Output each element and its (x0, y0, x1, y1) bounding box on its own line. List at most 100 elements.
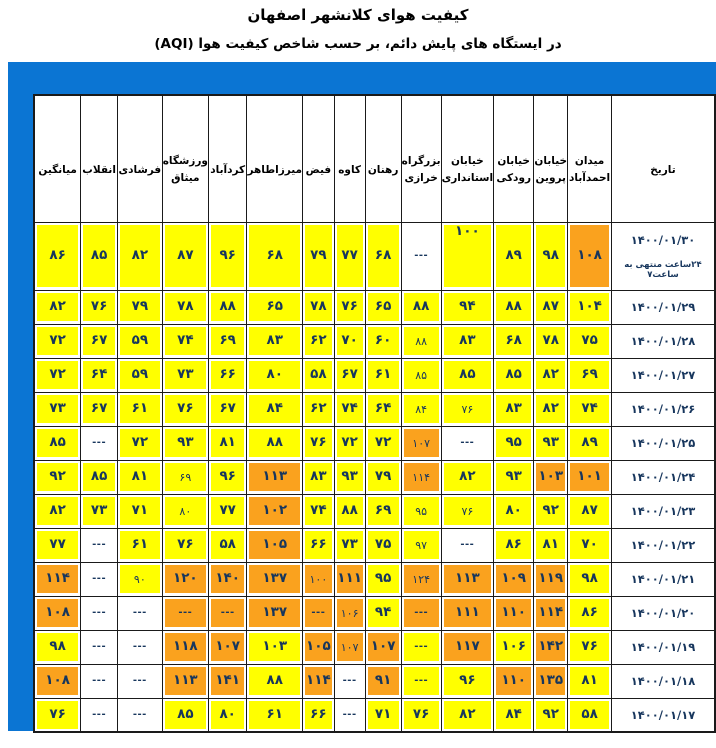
station-column-header: خیابان پروین (533, 94, 569, 223)
aqi-value: ۱۰۸ (45, 604, 71, 621)
date-value: ۱۴۰۰/۰۱/۲۸ (630, 334, 696, 348)
station-column-header: میرزاطاهر (246, 94, 304, 223)
date-cell: ۱۴۰۰/۰۱/۲۳ (610, 493, 716, 529)
date-value: ۱۴۰۰/۰۱/۲۳ (630, 504, 696, 518)
station-column-header: فیض (302, 94, 335, 223)
aqi-cell: ۱۱۱ (440, 595, 495, 631)
no-data-value: --- (342, 675, 357, 686)
aqi-cell: ۱۳۷ (246, 561, 304, 597)
aqi-cell: --- (440, 425, 495, 461)
aqi-value: ۸۵ (415, 368, 428, 382)
aqi-value: ۸۶ (505, 536, 522, 553)
date-value: ۱۴۰۰/۰۱/۲۰ (630, 606, 696, 620)
aqi-cell: ۸۲ (533, 391, 569, 427)
date-cell: ۱۴۰۰/۰۱/۲۷ (610, 357, 716, 393)
aqi-value: ۸۳ (310, 468, 327, 485)
aqi-cell: ۸۸ (246, 663, 304, 699)
aqi-cell: ۹۳ (493, 459, 535, 495)
aqi-cell: ۸۲ (440, 697, 495, 733)
aqi-value: ۱۰۹ (501, 570, 527, 587)
no-data-value: --- (132, 708, 147, 720)
aqi-value: ۸۷ (581, 502, 598, 519)
date-cell: ۱۴۰۰/۰۱/۳۰ ۲۴ساعت منتهی به ساعت۷ (610, 221, 716, 291)
aqi-cell: --- (80, 425, 118, 461)
aqi-cell: --- (161, 595, 209, 631)
aqi-value: ۶۶ (310, 706, 327, 722)
date-value: ۱۴۰۰/۰۱/۱۸ (630, 674, 696, 688)
aqi-value: ۹۲ (542, 502, 559, 519)
table-row: ۸۲ ۷۳ ۷۱ ۸۰ ۷۷ ۱۰۲ ۷۴ ۸۸ ۶۹ ۹۵ ۷۶ ۸۰ ۹۲ ۸۷ ۱۴۰۰/۰۱/۲۳ (33, 493, 716, 529)
date-cell: ۱۴۰۰/۰۱/۱۸ (610, 663, 716, 699)
no-data-value: --- (92, 708, 107, 720)
aqi-value: ۶۸ (505, 332, 522, 349)
aqi-value: ۹۰ (133, 572, 146, 586)
aqi-cell: --- (400, 663, 442, 699)
aqi-cell: ۱۱۸ (161, 629, 209, 665)
station-column-header: کردآباد (207, 94, 248, 223)
date-cell: ۱۴۰۰/۰۱/۲۲ (610, 527, 716, 563)
aqi-value: ۸۷ (177, 247, 194, 264)
aqi-cell: ۸۹ (493, 221, 535, 291)
aqi-cell: ۷۱ (364, 697, 402, 733)
aqi-cell: ۸۷ (567, 493, 612, 529)
no-data-value: --- (460, 437, 475, 448)
no-data-value: --- (342, 708, 357, 720)
aqi-cell: ۱۰۶ (333, 595, 366, 631)
aqi-cell: ۶۷ (80, 391, 118, 427)
aqi-cell: ۶۱ (246, 697, 304, 733)
aqi-cell: ۶۶ (207, 357, 248, 393)
date-value: ۱۴۰۰/۰۱/۲۵ (630, 436, 696, 450)
aqi-cell: ۸۲ (440, 459, 495, 495)
aqi-cell: ۱۰۲ (246, 493, 304, 529)
no-data-value: --- (92, 573, 107, 584)
aqi-cell: ۹۳ (161, 425, 209, 461)
aqi-value: ۱۱۱ (454, 604, 480, 621)
aqi-cell: ۷۳ (33, 391, 82, 427)
aqi-cell: ۱۰۵ (246, 527, 304, 563)
aqi-value: ۹۵ (415, 504, 428, 518)
aqi-value: ۱۱۱ (337, 570, 362, 587)
aqi-value: ۸۴ (266, 400, 283, 417)
date-value: ۱۴۰۰/۰۱/۱۷ (630, 707, 696, 722)
aqi-value: ۷۰ (581, 536, 598, 553)
aqi-value: ۷۶ (177, 400, 194, 417)
aqi-value: ۷۳ (341, 536, 358, 553)
aqi-value: ۸۱ (131, 468, 149, 485)
aqi-cell: ۹۰ (116, 561, 163, 597)
station-column-header: میانگین (33, 94, 82, 223)
aqi-cell: ۸۶ (493, 527, 535, 563)
date-cell: ۱۴۰۰/۰۱/۲۱ (610, 561, 716, 597)
aqi-value: ۸۵ (459, 366, 476, 383)
aqi-value: ۷۹ (131, 298, 149, 315)
aqi-value: ۸۰ (266, 366, 283, 383)
aqi-value: ۱۱۳ (454, 570, 480, 587)
aqi-value: ۷۴ (310, 502, 327, 519)
aqi-value: ۹۸ (581, 570, 598, 587)
aqi-cell: ۸۰ (493, 493, 535, 529)
aqi-value: ۸۴ (415, 402, 428, 416)
aqi-value: ۱۱۹ (538, 570, 564, 587)
station-column-header: میدان احمدآباد (567, 94, 612, 223)
aqi-value: ۸۰ (219, 706, 236, 722)
date-note: ۲۴ساعت منتهی به ساعت۷ (624, 259, 702, 280)
aqi-value: ۸۲ (459, 468, 476, 485)
aqi-cell: ۸۸ (400, 289, 442, 325)
blue-frame-left (8, 62, 34, 731)
aqi-value: ۱۱۰ (501, 672, 527, 689)
aqi-value: ۶۴ (90, 366, 108, 383)
aqi-value: ۸۹ (505, 247, 522, 264)
aqi-value: ۶۵ (266, 298, 283, 315)
aqi-cell: ۷۳ (333, 527, 366, 563)
aqi-value: ۷۱ (374, 706, 392, 722)
aqi-cell: ۸۵ (80, 459, 118, 495)
table-row: ۱۰۸ --- --- ۱۱۳ ۱۴۱ ۸۸ ۱۱۴ --- ۹۱ --- ۹۶ ۱۱۰ ۱۳۵ ۸۱ ۱۴… (33, 663, 716, 699)
table-row: ۸۵ --- ۷۲ ۹۳ ۸۱ ۸۸ ۷۶ ۷۲ ۷۲ ۱۰۷ --- ۹۵ ۹۳ ۸۹ ۱۴۰۰/۰۱/۲… (33, 425, 716, 461)
aqi-value: ۱۱۳ (172, 672, 198, 689)
aqi-value: ۱۱۴ (45, 570, 71, 587)
aqi-cell: ۸۲ (33, 493, 82, 529)
no-data-value: --- (414, 641, 429, 652)
aqi-cell: ۱۱۰ (493, 663, 535, 699)
aqi-cell: ۸۴ (246, 391, 304, 427)
aqi-cell: ۵۹ (116, 323, 163, 359)
aqi-cell: ۸۵ (80, 221, 118, 291)
